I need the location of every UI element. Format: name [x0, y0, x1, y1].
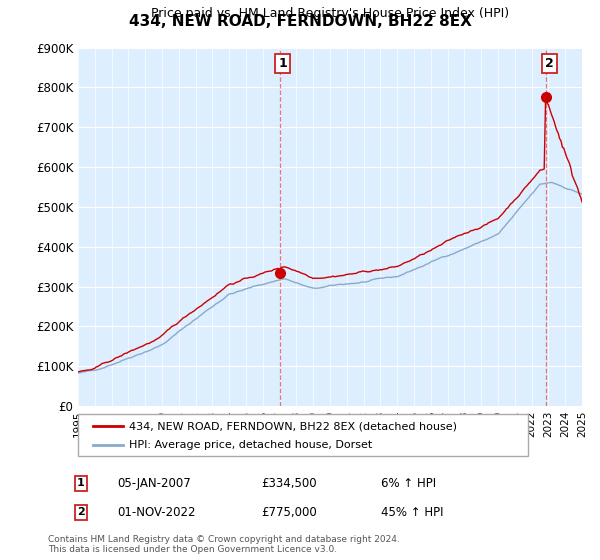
- Text: 434, NEW ROAD, FERNDOWN, BH22 8EX: 434, NEW ROAD, FERNDOWN, BH22 8EX: [128, 14, 472, 29]
- Text: 1: 1: [278, 57, 287, 70]
- Text: £334,500: £334,500: [261, 477, 317, 490]
- Text: 6% ↑ HPI: 6% ↑ HPI: [381, 477, 436, 490]
- Title: Price paid vs. HM Land Registry's House Price Index (HPI): Price paid vs. HM Land Registry's House …: [151, 7, 509, 20]
- Text: This data is licensed under the Open Government Licence v3.0.: This data is licensed under the Open Gov…: [48, 545, 337, 554]
- Text: HPI: Average price, detached house, Dorset: HPI: Average price, detached house, Dors…: [129, 440, 372, 450]
- Text: Contains HM Land Registry data © Crown copyright and database right 2024.: Contains HM Land Registry data © Crown c…: [48, 535, 400, 544]
- Text: 2: 2: [545, 57, 554, 70]
- Text: 1: 1: [77, 478, 85, 488]
- Text: 05-JAN-2007: 05-JAN-2007: [117, 477, 191, 490]
- Text: 2: 2: [77, 507, 85, 517]
- Text: 45% ↑ HPI: 45% ↑ HPI: [381, 506, 443, 519]
- Text: 01-NOV-2022: 01-NOV-2022: [117, 506, 196, 519]
- Text: £775,000: £775,000: [261, 506, 317, 519]
- Text: 434, NEW ROAD, FERNDOWN, BH22 8EX (detached house): 434, NEW ROAD, FERNDOWN, BH22 8EX (detac…: [129, 421, 457, 431]
